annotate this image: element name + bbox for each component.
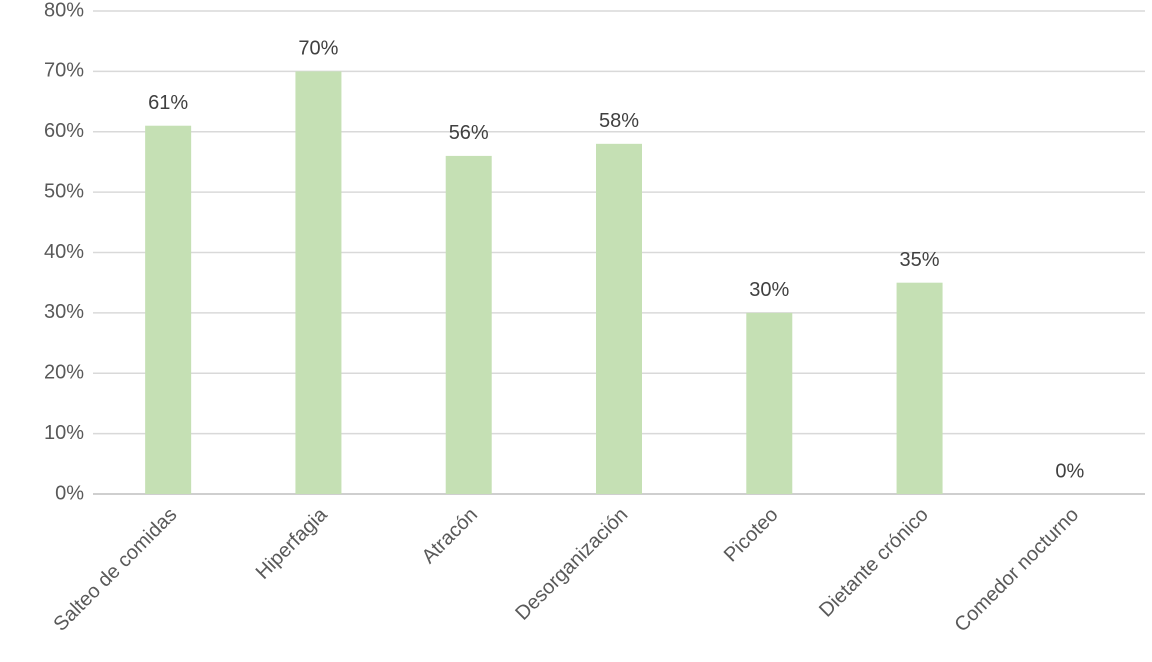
y-tick-label: 10% bbox=[44, 422, 84, 444]
y-tick-label: 20% bbox=[44, 362, 84, 384]
bar bbox=[295, 71, 342, 494]
bar bbox=[896, 282, 943, 494]
x-tick-label: Salteo de comidas bbox=[50, 504, 182, 636]
bar bbox=[145, 125, 192, 495]
value-label: 30% bbox=[749, 279, 789, 301]
x-tick-label: Atracón bbox=[418, 504, 482, 568]
value-label: 35% bbox=[900, 249, 940, 271]
y-tick-label: 0% bbox=[55, 482, 84, 504]
bar bbox=[746, 312, 793, 494]
value-label: 61% bbox=[148, 92, 188, 114]
x-tick-label: Desorganización bbox=[511, 504, 632, 625]
value-label: 0% bbox=[1055, 460, 1084, 482]
value-label: 58% bbox=[599, 110, 639, 132]
value-label: 70% bbox=[298, 38, 338, 60]
y-tick-label: 50% bbox=[44, 180, 84, 202]
y-tick-label: 40% bbox=[44, 241, 84, 263]
y-tick-label: 80% bbox=[44, 0, 84, 21]
bar bbox=[445, 155, 492, 494]
y-tick-label: 60% bbox=[44, 120, 84, 142]
value-label: 56% bbox=[449, 122, 489, 144]
x-tick-label: Picoteo bbox=[720, 504, 783, 567]
x-tick-label: Comedor nocturno bbox=[950, 504, 1083, 637]
x-tick-label: Hiperfagia bbox=[252, 503, 333, 584]
y-tick-label: 70% bbox=[44, 60, 84, 82]
y-tick-label: 30% bbox=[44, 301, 84, 323]
bar bbox=[596, 143, 642, 494]
x-tick-label: Dietante crónico bbox=[815, 504, 933, 622]
